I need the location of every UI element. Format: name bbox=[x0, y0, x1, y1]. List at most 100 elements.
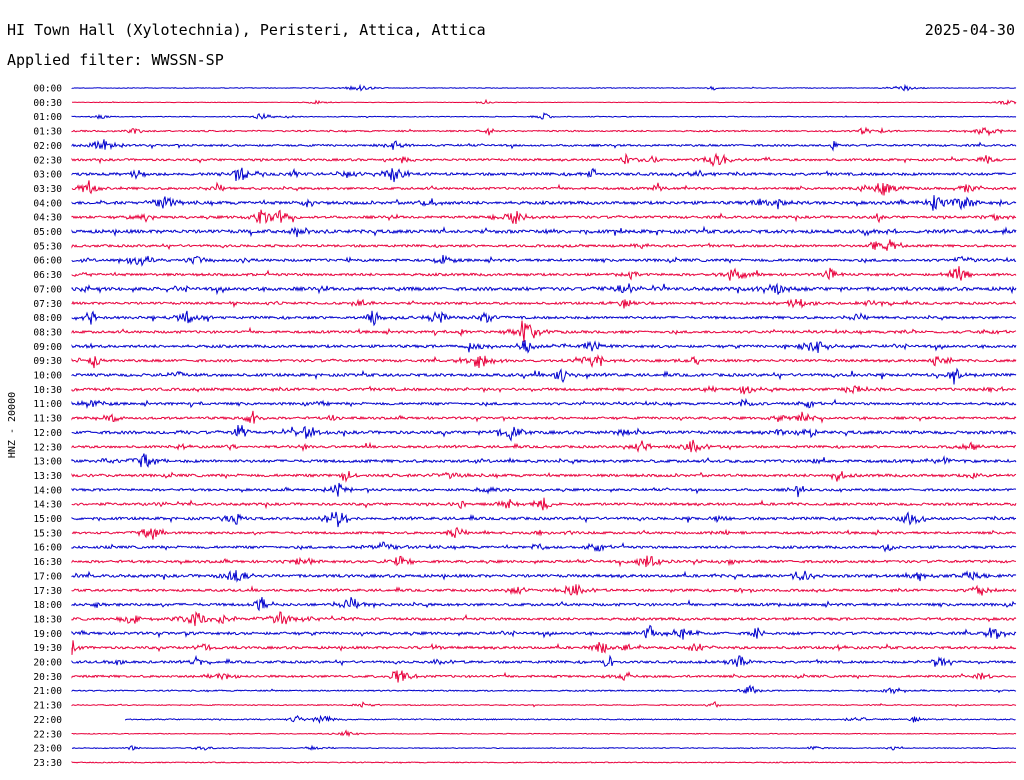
hour-label: 04:30 bbox=[33, 213, 62, 224]
trace-line bbox=[71, 701, 1017, 708]
trace-line bbox=[71, 624, 1017, 640]
trace-line bbox=[71, 640, 1017, 655]
hour-label: 10:00 bbox=[33, 371, 62, 382]
hour-label: 00:30 bbox=[33, 98, 62, 109]
hour-label: 16:30 bbox=[33, 557, 62, 568]
trace-line bbox=[71, 180, 1017, 196]
trace-line bbox=[71, 744, 1017, 751]
trace-line bbox=[71, 139, 1017, 152]
trace-line bbox=[71, 354, 1017, 369]
trace-line bbox=[71, 126, 1017, 137]
trace-line bbox=[71, 320, 1017, 342]
hour-label: 13:00 bbox=[33, 457, 62, 468]
hour-label: 10:30 bbox=[33, 385, 62, 396]
hour-label: 06:30 bbox=[33, 270, 62, 281]
hour-label: 18:30 bbox=[33, 614, 62, 625]
trace-line bbox=[71, 397, 1017, 409]
hour-label: 17:30 bbox=[33, 586, 62, 597]
hour-label: 03:00 bbox=[33, 170, 62, 181]
trace-line bbox=[71, 83, 1017, 92]
trace-line bbox=[71, 266, 1017, 281]
trace-line bbox=[71, 239, 1017, 251]
trace-line bbox=[71, 684, 1017, 695]
trace-line bbox=[71, 541, 1017, 553]
hour-label: 01:00 bbox=[33, 112, 62, 123]
hour-label: 07:00 bbox=[33, 284, 62, 295]
hour-label: 13:30 bbox=[33, 471, 62, 482]
hour-label: 05:00 bbox=[33, 227, 62, 238]
trace-line bbox=[71, 729, 1017, 738]
hour-label: 17:00 bbox=[33, 571, 62, 582]
hour-label: 20:00 bbox=[33, 658, 62, 669]
hour-label: 19:00 bbox=[33, 629, 62, 640]
hour-label: 23:00 bbox=[33, 744, 62, 755]
trace-line bbox=[71, 583, 1017, 596]
trace-line bbox=[71, 225, 1017, 238]
hour-label: 00:00 bbox=[33, 84, 62, 95]
hour-label: 04:00 bbox=[33, 198, 62, 209]
channel-axis-label: HNZ - 20000 bbox=[7, 392, 18, 458]
hour-label: 11:30 bbox=[33, 414, 62, 425]
hour-label: 07:30 bbox=[33, 299, 62, 310]
hour-label: 21:30 bbox=[33, 701, 62, 712]
hour-label: 08:00 bbox=[33, 313, 62, 324]
hour-label: 23:30 bbox=[33, 758, 62, 769]
trace-line bbox=[71, 570, 1017, 583]
hour-label: 12:30 bbox=[33, 442, 62, 453]
hour-label: 02:00 bbox=[33, 141, 62, 152]
trace-line bbox=[71, 298, 1017, 309]
hour-label: 08:30 bbox=[33, 327, 62, 338]
hour-label: 19:30 bbox=[33, 643, 62, 654]
seismogram-traces bbox=[71, 83, 1017, 764]
hour-label: 21:00 bbox=[33, 686, 62, 697]
hour-label: 11:00 bbox=[33, 399, 62, 410]
hour-label: 05:30 bbox=[33, 241, 62, 252]
hour-label: 01:30 bbox=[33, 127, 62, 138]
trace-line bbox=[71, 482, 1017, 498]
hour-label: 12:00 bbox=[33, 428, 62, 439]
hour-label: 16:00 bbox=[33, 543, 62, 554]
hour-label: 03:30 bbox=[33, 184, 62, 195]
hour-label: 18:00 bbox=[33, 600, 62, 611]
hour-label: 09:30 bbox=[33, 356, 62, 367]
trace-line bbox=[71, 471, 1017, 483]
trace-line bbox=[71, 611, 1017, 627]
trace-line bbox=[71, 453, 1017, 468]
hour-label: 14:30 bbox=[33, 500, 62, 511]
trace-line bbox=[71, 98, 1017, 106]
hour-label: 22:00 bbox=[33, 715, 62, 726]
trace-line bbox=[71, 340, 1017, 354]
trace-line bbox=[71, 555, 1017, 568]
trace-line bbox=[71, 425, 1017, 442]
hour-label: 22:30 bbox=[33, 729, 62, 740]
trace-line bbox=[71, 167, 1017, 183]
hour-labels: 00:00 00:30 01:00 01:30 02:00 02:30 03:00 03:30… bbox=[33, 84, 62, 769]
trace-line bbox=[71, 526, 1017, 540]
trace-line bbox=[71, 761, 1016, 764]
hour-label: 20:30 bbox=[33, 672, 62, 683]
hour-label: 15:00 bbox=[33, 514, 62, 525]
trace-line bbox=[71, 597, 1017, 612]
hour-label: 02:30 bbox=[33, 155, 62, 166]
hour-label: 06:00 bbox=[33, 256, 62, 267]
trace-line bbox=[71, 367, 1017, 385]
trace-line bbox=[71, 152, 1017, 168]
station-title: HI Town Hall (Xylotechnia), Peristeri, A… bbox=[7, 21, 486, 39]
trace-line bbox=[71, 254, 1017, 267]
hour-label: 09:00 bbox=[33, 342, 62, 353]
hour-label: 14:00 bbox=[33, 485, 62, 496]
filter-label: Applied filter: WWSSN-SP bbox=[7, 51, 224, 69]
trace-line bbox=[71, 511, 1017, 528]
trace-line bbox=[71, 282, 1017, 296]
trace-line bbox=[71, 654, 1017, 668]
trace-line bbox=[71, 670, 1017, 683]
trace-line bbox=[71, 310, 1017, 327]
trace-line bbox=[71, 497, 1017, 511]
trace-line bbox=[71, 195, 1017, 211]
trace-line bbox=[125, 714, 1016, 725]
trace-line bbox=[71, 384, 1017, 395]
trace-line bbox=[71, 209, 1017, 224]
trace-line bbox=[71, 112, 1017, 120]
hour-label: 15:30 bbox=[33, 528, 62, 539]
